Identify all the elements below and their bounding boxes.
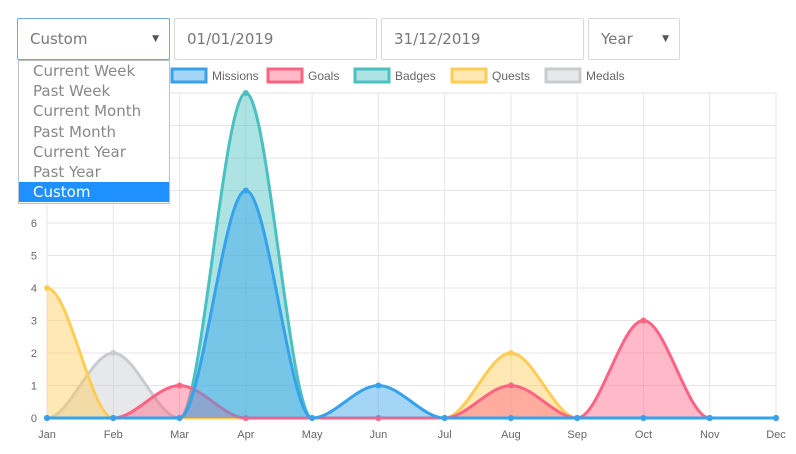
legend-label-goals: Goals bbox=[308, 69, 339, 83]
legend-label-missions: Missions bbox=[212, 69, 259, 83]
point-missions-may bbox=[309, 415, 316, 421]
legend-swatch-badges bbox=[353, 67, 391, 84]
x-tick-label: Nov bbox=[700, 429, 720, 441]
legend-swatch-goals bbox=[266, 67, 304, 84]
series-area-medals bbox=[47, 353, 776, 418]
granularity-select[interactable]: Year ▼ bbox=[588, 18, 680, 60]
y-tick-label: 4 bbox=[31, 283, 37, 295]
point-goals-jun bbox=[375, 415, 382, 421]
point-missions-dec bbox=[773, 415, 779, 421]
y-tick-label: 0 bbox=[31, 413, 37, 425]
legend-swatch-quests bbox=[450, 67, 488, 84]
legend-swatch-missions bbox=[170, 67, 208, 84]
point-missions-apr bbox=[242, 187, 249, 194]
x-tick-label: Jan bbox=[38, 429, 56, 441]
point-missions-jun bbox=[375, 382, 382, 389]
series-area-goals bbox=[47, 320, 776, 418]
x-tick-label: Mar bbox=[170, 429, 189, 441]
period-option-custom[interactable]: Custom bbox=[19, 182, 169, 203]
x-tick-label: Apr bbox=[237, 429, 254, 441]
point-medals-feb bbox=[110, 350, 117, 356]
point-goals-aug bbox=[507, 382, 514, 389]
period-option-current-week[interactable]: Current Week bbox=[33, 62, 136, 80]
chevron-down-icon: ▼ bbox=[662, 34, 669, 44]
x-axis-ticks: Jan Feb Mar Apr May Jun Jul Aug Sep Oct Nov Dec bbox=[38, 429, 786, 441]
point-missions-aug bbox=[507, 415, 514, 421]
period-option-past-month[interactable]: Past Month bbox=[33, 122, 117, 141]
point-quests-aug bbox=[507, 350, 514, 356]
point-goals-apr bbox=[242, 415, 249, 421]
x-tick-label: Dec bbox=[766, 429, 786, 441]
period-option-current-month[interactable]: Current Month bbox=[33, 102, 142, 121]
series-area-badges bbox=[47, 93, 776, 418]
legend-label-quests: Quests bbox=[492, 69, 530, 83]
point-badges-apr bbox=[242, 90, 249, 96]
x-tick-label: Sep bbox=[567, 429, 587, 441]
date-from-value: 01/01/2019 bbox=[187, 30, 274, 48]
chart-areas bbox=[44, 90, 779, 421]
point-missions-feb bbox=[110, 415, 117, 421]
chevron-down-icon: ▼ bbox=[152, 34, 159, 44]
period-option-past-week[interactable]: Past Week bbox=[33, 82, 111, 101]
point-missions-mar bbox=[176, 415, 183, 421]
x-tick-label: Jun bbox=[369, 429, 387, 441]
y-tick-label: 3 bbox=[31, 316, 37, 328]
period-select[interactable]: Custom ▼ bbox=[17, 18, 170, 60]
period-option-current-year[interactable]: Current Year bbox=[33, 142, 126, 161]
point-goals-mar bbox=[176, 382, 183, 389]
legend-label-badges: Badges bbox=[395, 69, 436, 83]
legend-label-medals: Medals bbox=[586, 69, 625, 83]
legend-swatch-medals bbox=[544, 67, 582, 84]
point-missions-nov bbox=[706, 415, 713, 421]
point-quests-jan bbox=[44, 285, 50, 291]
series-area-missions bbox=[47, 190, 776, 418]
point-goals-oct bbox=[640, 317, 647, 324]
date-to-input[interactable]: 31/12/2019 bbox=[381, 18, 584, 60]
point-missions-sep bbox=[574, 415, 581, 421]
x-tick-label: Feb bbox=[104, 429, 123, 441]
point-missions-jan bbox=[44, 415, 50, 421]
y-axis-ticks: 0 1 2 3 4 5 6 bbox=[31, 218, 37, 425]
y-tick-label: 2 bbox=[31, 348, 37, 360]
x-tick-label: May bbox=[302, 429, 323, 441]
chart-legend: Missions Goals Badges Quests Medals bbox=[170, 67, 625, 84]
x-tick-label: Oct bbox=[635, 429, 652, 441]
date-from-input[interactable]: 01/01/2019 bbox=[174, 18, 377, 60]
point-missions-jul bbox=[441, 415, 448, 421]
period-option-past-year[interactable]: Past Year bbox=[33, 162, 101, 181]
period-select-value: Custom bbox=[30, 30, 88, 48]
y-tick-label: 6 bbox=[31, 218, 37, 230]
y-tick-label: 1 bbox=[31, 381, 37, 393]
x-tick-label: Jul bbox=[438, 429, 452, 441]
x-tick-label: Aug bbox=[501, 429, 521, 441]
granularity-select-value: Year bbox=[601, 30, 633, 48]
point-missions-oct bbox=[640, 415, 647, 421]
date-to-value: 31/12/2019 bbox=[394, 30, 481, 48]
period-dropdown-menu: Current Week Past Week Current Month Pas… bbox=[18, 60, 170, 204]
y-tick-label: 5 bbox=[31, 251, 37, 263]
